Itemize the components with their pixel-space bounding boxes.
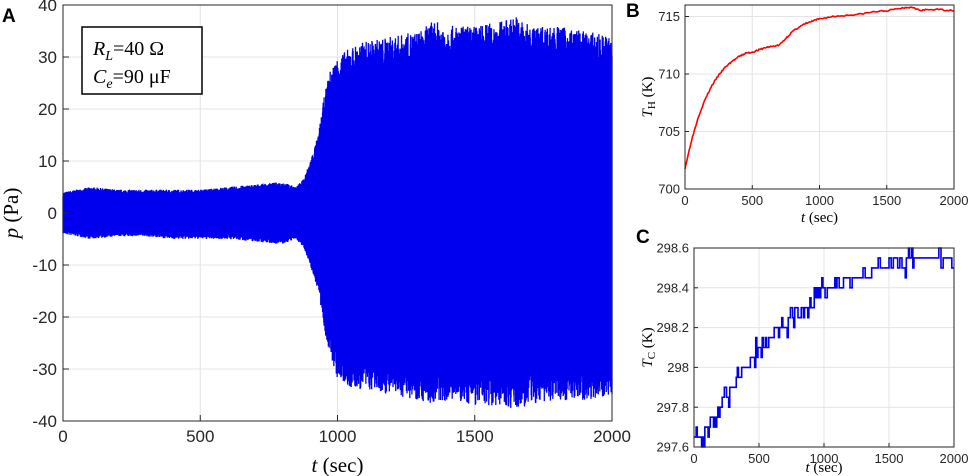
y-tick-label: -40	[32, 412, 57, 431]
panel-a-x-ticks: 0 500 1000 1500 2000	[58, 415, 631, 446]
y-tick-label: 710	[658, 67, 680, 82]
panel-a: A 0 500 1000 1500 2000 -40 -30 -20 -10 0 10 20 30 40…	[0, 0, 631, 476]
y-tick-label: 30	[38, 48, 57, 67]
y-tick-label: 297.8	[656, 400, 689, 415]
panel-c-grid	[693, 247, 955, 448]
y-tick-label: -30	[32, 360, 57, 379]
x-tick-label: 1000	[319, 427, 357, 446]
y-tick-label: 40	[38, 0, 57, 15]
panel-c-x-axis-label: t (sec)	[805, 460, 842, 476]
y-tick-label: 10	[38, 152, 57, 171]
y-tick-label: -20	[32, 308, 57, 327]
panel-b-x-axis-label: t (sec)	[801, 210, 838, 226]
y-tick-label: 298	[667, 360, 689, 375]
x-tick-label: 1500	[875, 451, 904, 466]
annotation-load-resistance: RL=40 Ω	[92, 38, 164, 64]
panel-b-y-ticks: 700 705 710 715	[658, 9, 689, 197]
x-tick-label: 1000	[810, 451, 839, 466]
cold-temperature-series-line	[694, 247, 954, 448]
panel-c-x-ticks: 0 500 1000 1500 2000	[690, 443, 968, 466]
x-tick-label: 1000	[805, 193, 834, 208]
y-tick-label: 715	[658, 9, 680, 24]
x-tick-label: 500	[748, 451, 770, 466]
panel-b-grid	[684, 5, 955, 190]
y-tick-label: -10	[32, 256, 57, 275]
panel-c-letter: C	[636, 227, 650, 248]
annotation-capacitance: Ce=90 μF	[93, 66, 171, 92]
panel-b-letter: B	[626, 1, 640, 22]
x-tick-label: 1500	[456, 427, 494, 446]
y-tick-label: 705	[658, 124, 680, 139]
x-tick-label: 2000	[940, 451, 969, 466]
panel-a-letter: A	[2, 6, 16, 27]
x-tick-label: 0	[58, 427, 67, 446]
panel-a-y-axis-label: p (Pa)	[0, 188, 23, 241]
panel-b-x-ticks: 0 500 1000 1500 2000	[681, 185, 968, 208]
y-tick-label: 298.4	[656, 280, 689, 295]
panel-a-data	[62, 17, 613, 408]
y-tick-label: 298.2	[656, 320, 689, 335]
y-tick-label: 0	[48, 204, 57, 223]
y-tick-label: 20	[38, 100, 57, 119]
panel-a-x-axis-label: t (sec)	[312, 453, 364, 476]
panel-b-data	[684, 6, 955, 170]
x-tick-label: 2000	[940, 193, 969, 208]
x-tick-label: 500	[186, 427, 214, 446]
hot-temperature-series-line	[684, 6, 955, 170]
y-tick-label: 298.6	[656, 241, 689, 256]
panel-c-data	[694, 247, 954, 448]
x-tick-label: 0	[690, 451, 697, 466]
x-tick-label: 0	[681, 193, 688, 208]
panel-b-y-axis-label: TH (K)	[640, 77, 658, 118]
y-tick-label: 297.6	[656, 440, 689, 455]
x-tick-label: 1500	[872, 193, 901, 208]
panel-c: C 0 500 1000 1500 2000 297.6 297.8 298 298.2 298…	[636, 227, 968, 476]
x-tick-label: 500	[741, 193, 763, 208]
y-tick-label: 700	[658, 182, 680, 197]
pressure-series-line	[62, 17, 613, 408]
panel-a-y-ticks: -40 -30 -20 -10 0 10 20 30 40	[32, 0, 69, 431]
panel-c-y-ticks: 297.6 297.8 298 298.2 298.4 298.6	[656, 241, 698, 455]
panel-a-annotation-box: RL=40 Ω Ce=90 μF	[81, 26, 203, 95]
panel-c-y-axis-label: TC (K)	[640, 327, 658, 367]
x-tick-label: 2000	[593, 427, 631, 446]
